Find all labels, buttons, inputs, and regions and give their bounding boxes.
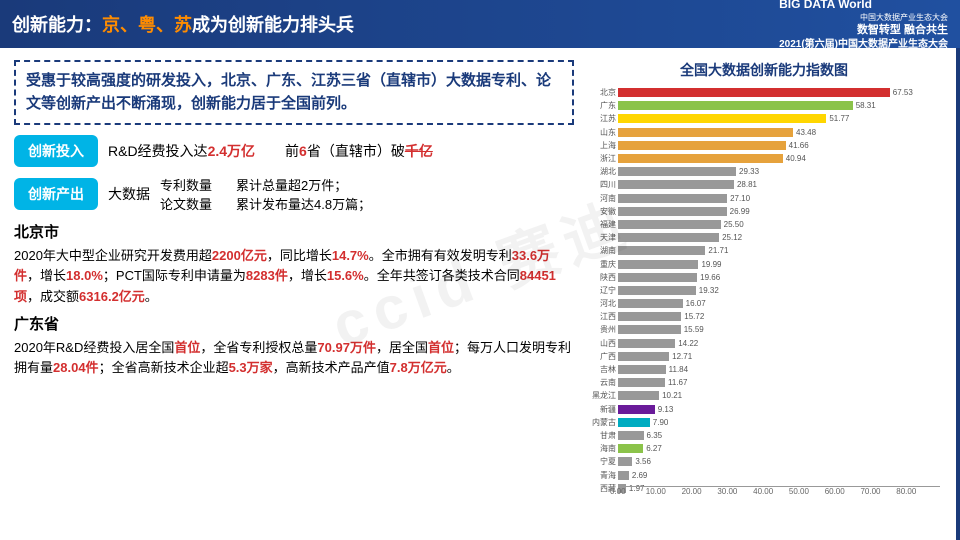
logo-text: BIG DATA World: [779, 0, 872, 13]
bar-row: 内蒙古7.90: [618, 416, 940, 429]
output-content: 专利数量 论文数量 累计总量超2万件； 累计发布量达4.8万篇；: [160, 175, 371, 213]
bar-row: 陕西19.66: [618, 271, 940, 284]
guangdong-body: 2020年R&D经费投入居全国首位，全省专利授权总量70.97万件，居全国首位；…: [14, 338, 574, 378]
slogan: 数智转型 融合共生: [779, 23, 948, 37]
bar-row: 山东43.48: [618, 126, 940, 139]
bar-row: 福建25.50: [618, 218, 940, 231]
bar-row: 浙江40.94: [618, 152, 940, 165]
right-column: 全国大数据创新能力指数图 北京67.53广东58.31江苏51.77山东43.4…: [584, 60, 944, 506]
bar-row: 江西15.72: [618, 310, 940, 323]
bar-row: 黑龙江10.21: [618, 389, 940, 402]
intro-box: 受惠于较高强度的研发投入，北京、广东、江苏三省（直辖市）大数据专利、论文等创新产…: [14, 60, 574, 125]
title-highlight: 京、粤、苏: [102, 15, 192, 35]
bigdata-label: 大数据: [108, 184, 150, 204]
bar-row: 宁夏3.56: [618, 455, 940, 468]
bar-row: 四川28.81: [618, 178, 940, 191]
bar-row: 山西14.22: [618, 337, 940, 350]
side-band: [956, 48, 960, 540]
event-name: 2021(第六届)中国大数据产业生态大会: [779, 38, 948, 51]
bar-row: 甘肃6.35: [618, 429, 940, 442]
bar-row: 湖北29.33: [618, 165, 940, 178]
innovation-output-row: 创新产出 大数据 专利数量 论文数量 累计总量超2万件； 累计发布量达4.8万篇…: [14, 175, 574, 213]
bar-row: 河北16.07: [618, 297, 940, 310]
bar-row: 吉林11.84: [618, 363, 940, 376]
page-title: 创新能力：京、粤、苏成为创新能力排头兵: [12, 11, 354, 37]
beijing-block: 北京市 2020年大中型企业研究开发费用超2200亿元，同比增长14.7%。全市…: [14, 221, 574, 307]
guangdong-block: 广东省 2020年R&D经费投入居全国首位，全省专利授权总量70.97万件，居全…: [14, 313, 574, 379]
bar-row: 广西12.71: [618, 350, 940, 363]
bar-row: 广东58.31: [618, 99, 940, 112]
bar-row: 上海41.66: [618, 139, 940, 152]
beijing-body: 2020年大中型企业研究开发费用超2200亿元，同比增长14.7%。全市拥有有效…: [14, 246, 574, 306]
header-right: BIG DATA World 中国大数据产业生态大会 数智转型 融合共生 202…: [779, 0, 948, 51]
title-pre: 创新能力：: [12, 15, 102, 35]
innovation-input-row: 创新投入 R&D经费投入达2.4万亿 前6省（直辖市）破千亿: [14, 135, 574, 167]
title-post: 成为创新能力排头兵: [192, 15, 354, 35]
input-content: R&D经费投入达2.4万亿 前6省（直辖市）破千亿: [108, 141, 574, 161]
beijing-title: 北京市: [14, 221, 574, 244]
pill-output: 创新产出: [14, 178, 98, 210]
left-column: 受惠于较高强度的研发投入，北京、广东、江苏三省（直辖市）大数据专利、论文等创新产…: [14, 60, 574, 506]
bar-row: 云南11.67: [618, 376, 940, 389]
bar-row: 贵州15.59: [618, 323, 940, 336]
bar-chart: 北京67.53广东58.31江苏51.77山东43.48上海41.66浙江40.…: [584, 86, 944, 506]
bar-row: 天津25.12: [618, 231, 940, 244]
logo: BIG DATA World: [779, 0, 948, 13]
chart-title: 全国大数据创新能力指数图: [584, 60, 944, 80]
bar-row: 北京67.53: [618, 86, 940, 99]
bar-row: 重庆19.99: [618, 257, 940, 270]
bar-row: 江苏51.77: [618, 112, 940, 125]
logo-sub: 中国大数据产业生态大会: [779, 13, 948, 23]
bar-row: 青海2.69: [618, 468, 940, 481]
guangdong-title: 广东省: [14, 313, 574, 336]
bar-row: 海南6.27: [618, 442, 940, 455]
x-axis: 0.0010.0020.0030.0040.0050.0060.0070.008…: [618, 486, 940, 506]
pill-input: 创新投入: [14, 135, 98, 167]
bar-row: 安徽26.99: [618, 205, 940, 218]
bar-row: 新疆9.13: [618, 403, 940, 416]
bar-row: 湖南21.71: [618, 244, 940, 257]
header: 创新能力：京、粤、苏成为创新能力排头兵 BIG DATA World 中国大数据…: [0, 0, 960, 48]
bar-row: 辽宁19.32: [618, 284, 940, 297]
bar-row: 河南27.10: [618, 192, 940, 205]
